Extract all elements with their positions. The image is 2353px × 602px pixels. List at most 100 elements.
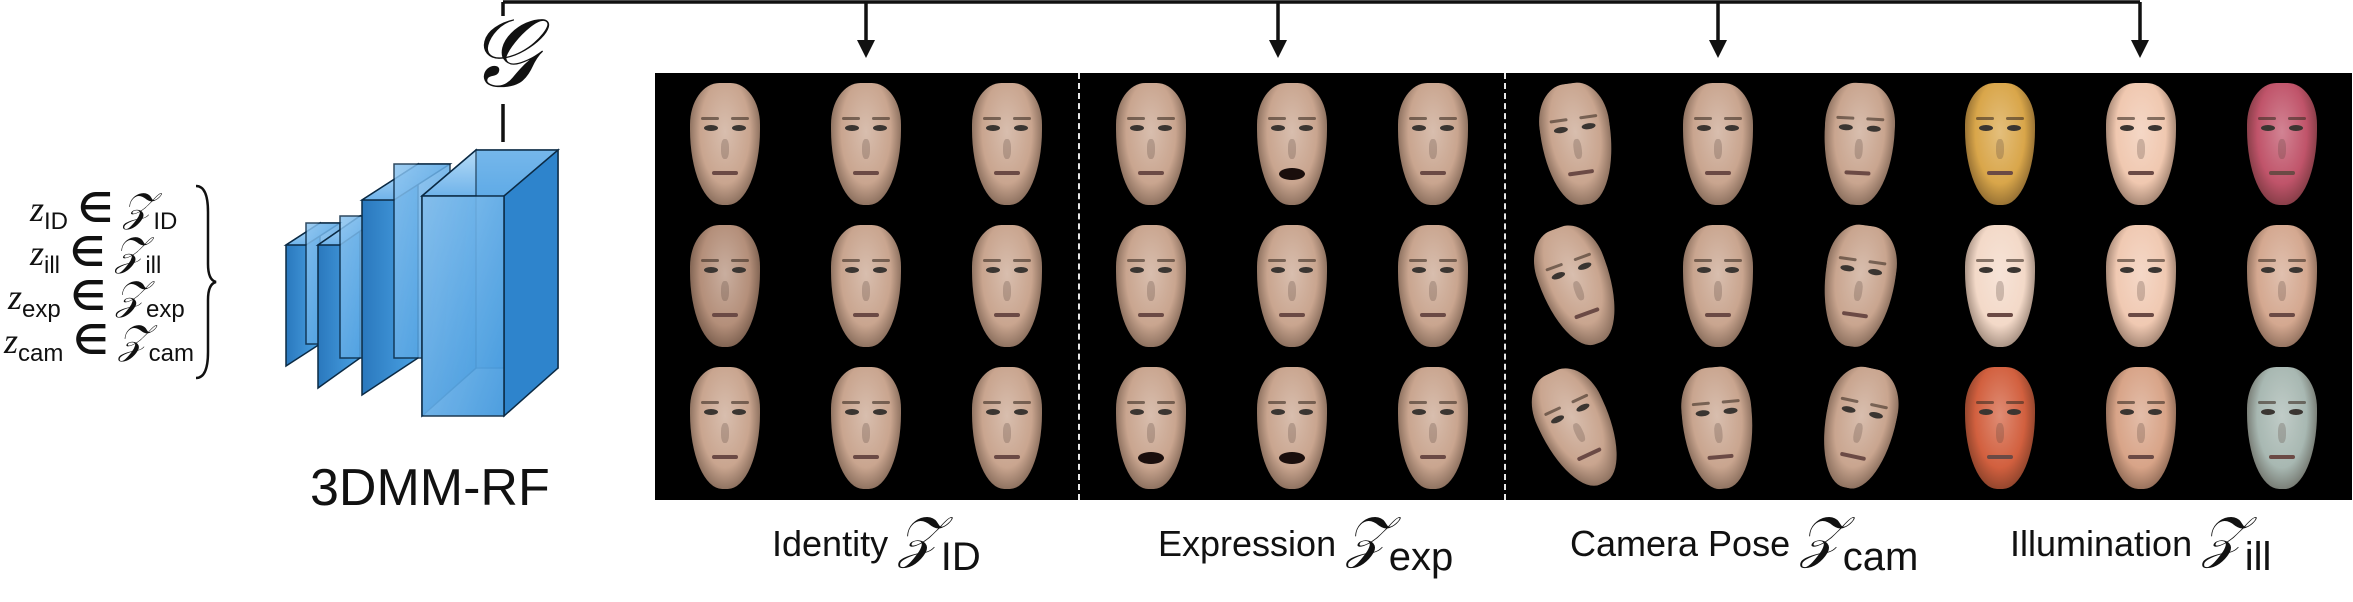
face-feature bbox=[1996, 423, 2004, 443]
face-feature bbox=[2261, 267, 2275, 273]
face-feature bbox=[986, 409, 1000, 415]
face-mouth bbox=[2269, 171, 2295, 175]
face-feature bbox=[1268, 401, 1286, 404]
face-mouth bbox=[853, 313, 879, 317]
face-mouth bbox=[1841, 310, 1869, 319]
face-feature bbox=[1852, 280, 1864, 302]
face-feature bbox=[1840, 396, 1859, 404]
arrowhead-identity bbox=[857, 40, 875, 58]
latent-space: 𝒵 bbox=[115, 273, 147, 318]
face-feature bbox=[1288, 423, 1296, 443]
face-feature bbox=[1130, 409, 1144, 415]
face-feature bbox=[845, 409, 859, 415]
face-feature bbox=[2258, 259, 2276, 262]
face-feature bbox=[1996, 281, 2004, 301]
face-feature bbox=[1697, 267, 1711, 273]
face-thumbnail bbox=[1222, 357, 1362, 499]
face-mouth bbox=[1987, 313, 2013, 317]
face-render bbox=[2247, 367, 2317, 489]
face-feature bbox=[862, 423, 870, 443]
face-feature bbox=[1572, 138, 1584, 160]
face-feature bbox=[1409, 117, 1427, 120]
face-feature bbox=[1724, 117, 1742, 120]
face-feature bbox=[704, 267, 718, 273]
face-thumbnail bbox=[2071, 357, 2211, 499]
face-feature bbox=[1298, 259, 1316, 262]
face-feature bbox=[1714, 281, 1722, 301]
face-thumbnail bbox=[1789, 357, 1929, 499]
face-feature bbox=[701, 117, 719, 120]
face-feature bbox=[983, 259, 1001, 262]
face-feature bbox=[721, 139, 729, 159]
element-of-symbol: ∈ bbox=[70, 274, 106, 318]
face-feature bbox=[1299, 409, 1313, 415]
caption-symbol: 𝒵 bbox=[898, 507, 941, 569]
face-feature bbox=[1714, 139, 1722, 159]
face-feature bbox=[1299, 267, 1313, 273]
face-feature bbox=[2117, 401, 2135, 404]
face-mouth bbox=[1420, 455, 1446, 459]
face-render bbox=[1533, 78, 1621, 210]
face-feature bbox=[701, 259, 719, 262]
face-feature bbox=[704, 409, 718, 415]
face-feature bbox=[1127, 259, 1145, 262]
face-render bbox=[1257, 83, 1327, 205]
face-render bbox=[1116, 367, 1186, 489]
latent-z: z bbox=[4, 321, 19, 361]
face-feature bbox=[983, 401, 1001, 404]
face-feature bbox=[731, 117, 749, 120]
generator-connector bbox=[501, 104, 505, 142]
face-feature bbox=[2278, 139, 2286, 159]
face-feature bbox=[1157, 259, 1175, 262]
face-mouth bbox=[2128, 455, 2154, 459]
results-grid bbox=[655, 73, 2352, 500]
group-divider-2 bbox=[1504, 73, 1506, 500]
face-render bbox=[831, 83, 901, 205]
face-mouth bbox=[1420, 171, 1446, 175]
caption-label: Expression bbox=[1158, 523, 1337, 564]
face-feature bbox=[2288, 117, 2306, 120]
face-feature bbox=[1409, 259, 1427, 262]
face-feature bbox=[1724, 259, 1742, 262]
face-mouth bbox=[1567, 168, 1595, 177]
face-feature bbox=[1268, 117, 1286, 120]
latent-space-sub: ill bbox=[145, 252, 162, 279]
face-feature bbox=[1869, 402, 1889, 410]
face-thumbnail bbox=[1648, 357, 1788, 499]
face-feature bbox=[701, 401, 719, 404]
face-mouth bbox=[1279, 168, 1305, 180]
face-feature bbox=[2258, 401, 2276, 404]
face-thumbnail bbox=[2071, 73, 2211, 215]
face-feature bbox=[1429, 281, 1437, 301]
face-feature bbox=[872, 117, 890, 120]
face-feature bbox=[1412, 267, 1426, 273]
face-thumbnail bbox=[937, 215, 1077, 357]
face-feature bbox=[1157, 117, 1175, 120]
caption-symbol: 𝒵 bbox=[1346, 507, 1389, 569]
face-feature bbox=[2289, 409, 2303, 415]
face-feature bbox=[842, 117, 860, 120]
latent-row-ill: zill ∈ 𝒵ill bbox=[30, 230, 161, 280]
face-feature bbox=[1271, 125, 1285, 131]
face-render bbox=[2106, 225, 2176, 347]
latent-sub: cam bbox=[18, 340, 64, 367]
face-feature bbox=[873, 409, 887, 415]
face-feature bbox=[1979, 267, 1993, 273]
face-feature bbox=[1976, 117, 1994, 120]
caption-expression: Expression 𝒵exp bbox=[1158, 508, 1453, 587]
face-feature bbox=[1976, 259, 1994, 262]
face-feature bbox=[873, 125, 887, 131]
face-feature bbox=[721, 423, 729, 443]
face-mouth bbox=[1138, 171, 1164, 175]
face-feature bbox=[1549, 118, 1568, 124]
face-feature bbox=[1288, 281, 1296, 301]
face-feature bbox=[1575, 401, 1591, 414]
face-thumbnail bbox=[1648, 215, 1788, 357]
arrowhead-camera bbox=[1709, 40, 1727, 58]
face-thumbnail bbox=[1363, 357, 1503, 499]
face-feature bbox=[1298, 401, 1316, 404]
face-thumbnail bbox=[1930, 73, 2070, 215]
face-mouth bbox=[1574, 306, 1600, 320]
face-feature bbox=[1013, 259, 1031, 262]
face-feature bbox=[1836, 115, 1855, 120]
